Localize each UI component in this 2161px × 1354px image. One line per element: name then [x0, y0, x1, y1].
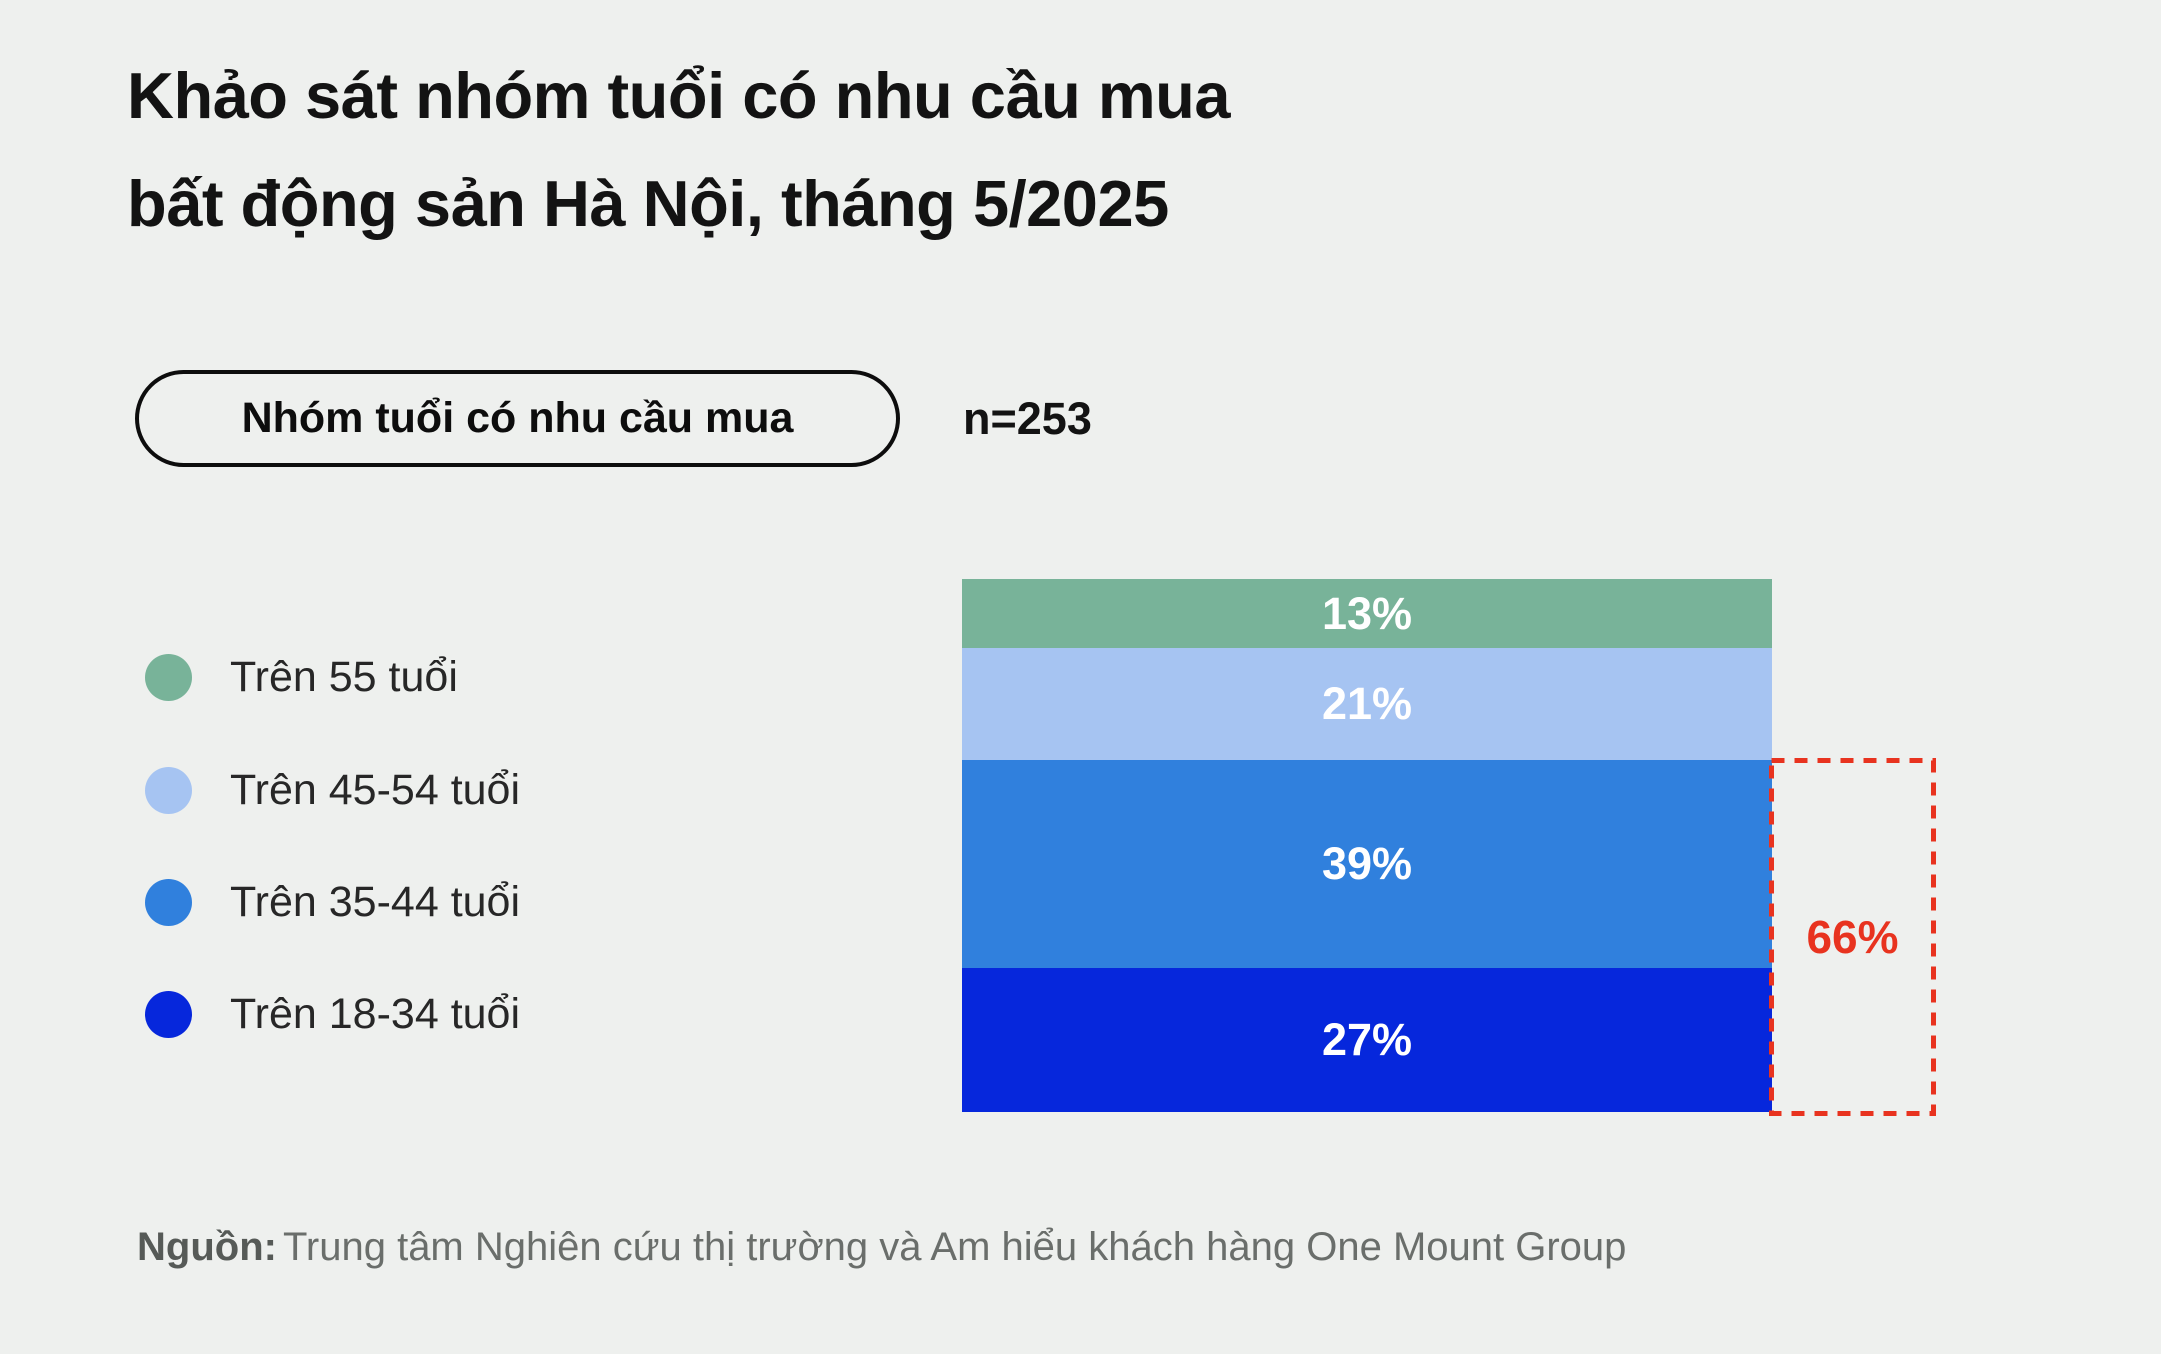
legend-dot-blue-icon — [145, 878, 192, 926]
legend-dot-darkblue-icon — [145, 990, 192, 1038]
legend-label: Trên 18-34 tuổi — [230, 989, 521, 1038]
legend-item-over-55: Trên 55 tuổi — [145, 653, 458, 701]
segment-value-label: 21% — [1321, 678, 1413, 730]
annotation-dashed-box — [1769, 758, 1936, 1116]
segment-value-label: 39% — [1321, 838, 1413, 890]
legend-label: Trên 55 tuổi — [230, 652, 458, 701]
legend-item-45-54: Trên 45-54 tuổi — [145, 766, 520, 814]
dashed-rect-icon — [1769, 758, 1936, 1116]
sample-size: n=253 — [963, 392, 1092, 444]
bar-segment-18-34: 27% — [962, 968, 1772, 1113]
legend-label: Trên 35-44 tuổi — [230, 877, 521, 926]
legend-dot-lightblue-icon — [145, 766, 192, 814]
bar-segment-45-54: 21% — [962, 648, 1772, 761]
bar-segment-35-44: 39% — [962, 760, 1772, 969]
source-prefix: Nguồn: — [137, 1225, 277, 1269]
source-line: Nguồn: Trung tâm Nghiên cứu thị trường và… — [137, 1225, 1626, 1270]
bar-segment-over-55: 13% — [962, 579, 1772, 649]
legend-dot-green-icon — [145, 653, 192, 701]
page-title-line-2: bất động sản Hà Nội, tháng 5/2025 — [127, 166, 1169, 240]
stacked-bar: 13% 21% 39% 27% — [962, 579, 1772, 1113]
legend-label: Trên 45-54 tuổi — [230, 765, 521, 814]
annotation-value: 66% — [1806, 911, 1899, 963]
page-title-line-1: Khảo sát nhóm tuổi có nhu cầu mua — [127, 59, 1231, 132]
legend-item-35-44: Trên 35-44 tuổi — [145, 878, 520, 926]
legend-item-18-34: Trên 18-34 tuổi — [145, 990, 520, 1038]
segment-value-label: 13% — [1321, 587, 1413, 639]
category-pill: Nhóm tuổi có nhu cầu mua — [135, 370, 900, 467]
category-pill-label: Nhóm tuổi có nhu cầu mua — [241, 394, 794, 442]
page-title: Khảo sát nhóm tuổi có nhu cầu mua bất độ… — [127, 42, 1231, 258]
source-text: Trung tâm Nghiên cứu thị trường và Am hi… — [282, 1225, 1627, 1269]
segment-value-label: 27% — [1321, 1014, 1413, 1066]
